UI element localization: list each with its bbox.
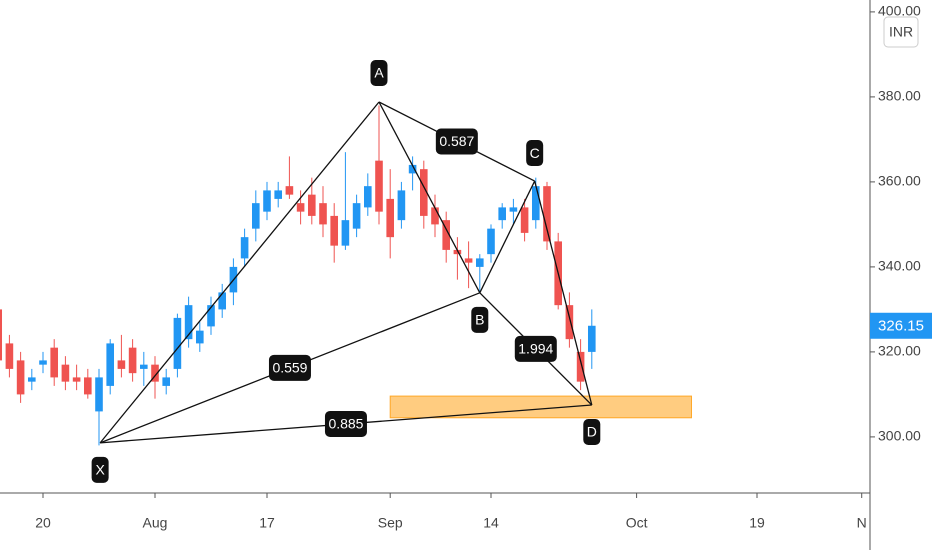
pattern-point-label: B (475, 312, 484, 328)
candle-body (487, 228, 495, 255)
pattern-point-label: C (530, 145, 540, 161)
y-tick-label: 380.00 (878, 88, 921, 104)
y-tick-label: 340.00 (878, 258, 921, 274)
pattern-point-label-box (583, 419, 601, 446)
candle-body (565, 305, 574, 340)
pattern-point-label: X (95, 462, 105, 478)
candle-body (106, 343, 115, 386)
ratio-label-box (324, 410, 367, 437)
candle-body (453, 249, 462, 255)
candle-body (386, 198, 395, 238)
candle-body (285, 186, 294, 195)
candle-body (151, 364, 159, 382)
candle-body (498, 207, 506, 221)
target-zone (389, 395, 692, 419)
candle-body (72, 377, 81, 382)
pattern-line (534, 180, 593, 406)
candle-body (240, 237, 249, 259)
x-tick-label: 19 (749, 515, 765, 531)
pattern-point-label: D (587, 424, 597, 440)
x-tick-label: 20 (35, 515, 51, 531)
candle-body (543, 186, 551, 242)
pattern-line (378, 101, 481, 294)
candle-body (16, 360, 25, 395)
candle-body (173, 317, 182, 369)
candle-body (274, 190, 283, 199)
candle-body (140, 364, 148, 369)
candle-body (420, 169, 428, 216)
candle-body (341, 220, 350, 246)
candle-body (431, 207, 439, 225)
candle-body (531, 186, 540, 221)
candle-body (319, 203, 327, 225)
last-price-label: 326.15 (878, 318, 924, 335)
candle-body (252, 203, 260, 229)
ratio-label-box (435, 128, 478, 155)
candle-body (117, 360, 126, 369)
candle-body (408, 164, 417, 174)
x-tick-label: Oct (626, 515, 648, 531)
candle-body (184, 305, 193, 340)
ratio-label: 1.994 (518, 341, 553, 357)
x-tick-label: N (857, 515, 867, 531)
candle-body (39, 360, 47, 365)
y-tick-label: 360.00 (878, 173, 921, 189)
pattern-point-label-box (91, 456, 109, 483)
candle-body (218, 292, 227, 310)
candle-body (207, 305, 215, 327)
currency-label: INR (889, 24, 913, 40)
x-tick-label: Sep (378, 515, 403, 531)
currency-box (883, 16, 919, 48)
y-tick-label: 400.00 (878, 3, 921, 19)
candle-body (587, 325, 596, 352)
candle-body (308, 194, 316, 216)
candle-body (296, 203, 305, 212)
ratio-label-box (514, 335, 557, 362)
candle-body (520, 207, 529, 233)
pattern-line (479, 180, 536, 294)
candle-body (352, 203, 361, 229)
ratio-label: 0.559 (272, 360, 307, 376)
candle-body (509, 207, 518, 212)
pattern-point-label-box (526, 140, 544, 167)
candle-body (50, 347, 59, 378)
candle-body (330, 215, 339, 246)
pattern-point-label-box (471, 306, 489, 333)
ratio-label-box (268, 354, 311, 381)
candle-body (0, 309, 3, 361)
x-tick-label: 17 (259, 515, 275, 531)
y-tick-label: 320.00 (878, 343, 921, 359)
candle-body (28, 377, 36, 382)
x-tick-label: Aug (143, 515, 168, 531)
candle-body (464, 258, 473, 263)
candle-body (263, 190, 271, 212)
candle-body (364, 186, 372, 208)
candle-body (442, 220, 450, 250)
candle-body (397, 190, 406, 221)
candle-body (95, 377, 103, 412)
x-tick-label: 14 (483, 515, 499, 531)
candle-body (196, 330, 204, 344)
y-tick-label: 300.00 (878, 428, 921, 444)
candle-body (576, 351, 585, 382)
pattern-point-label: A (374, 65, 384, 81)
candle-body (5, 343, 14, 369)
candle-body (475, 258, 484, 267)
pattern-point-label-box (370, 60, 388, 86)
pattern-line (99, 101, 380, 444)
candle-body (128, 347, 137, 374)
ratio-label: 0.885 (328, 416, 363, 432)
candle-body (162, 377, 171, 386)
last-price-box (870, 312, 932, 339)
candle-body (84, 377, 92, 395)
ratio-label: 0.587 (439, 133, 474, 149)
candle-body (375, 160, 383, 212)
candle-body (61, 364, 70, 382)
